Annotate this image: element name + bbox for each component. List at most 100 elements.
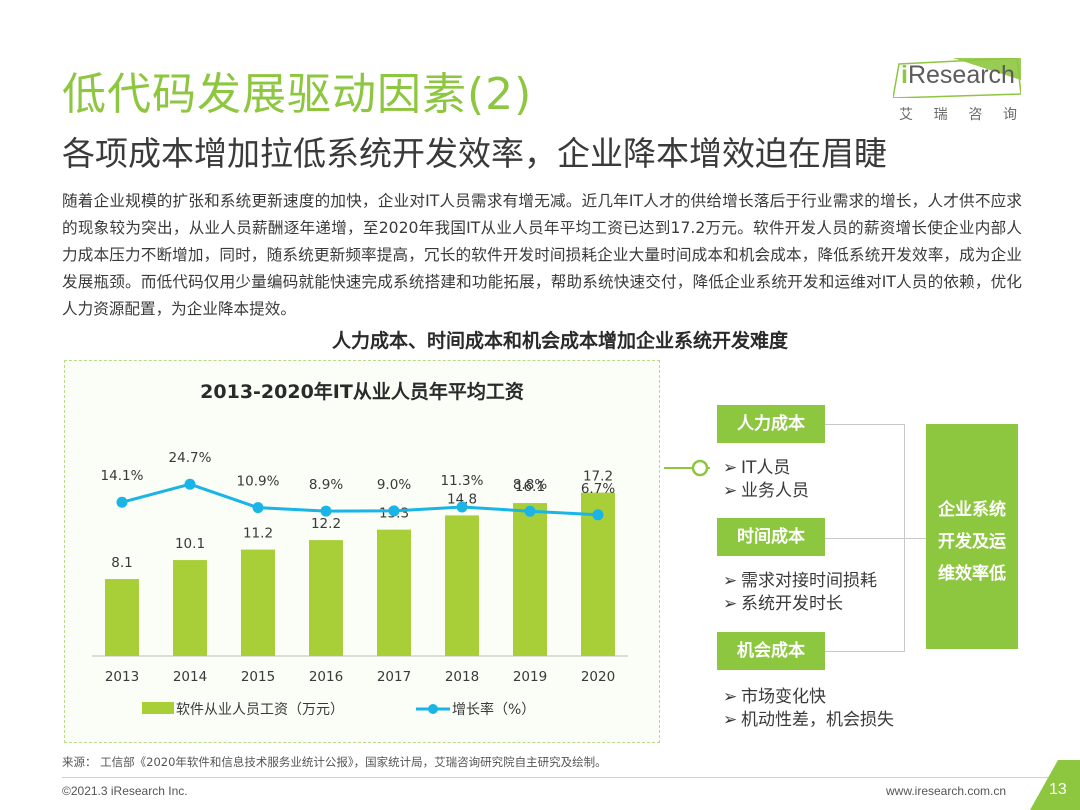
logo-word-research: Research xyxy=(907,61,1015,89)
bullet-text: IT人员 xyxy=(741,458,791,478)
connector-ring xyxy=(691,459,709,477)
x-tick-label: 2016 xyxy=(309,669,343,685)
growth-label: 9.0% xyxy=(377,477,411,493)
chart-section-heading-text: 人力成本、时间成本和机会成本增加企业系统开发难度 xyxy=(331,330,788,352)
logo-char: 艾 xyxy=(899,107,913,123)
legend-bar-label: 软件从业人员工资（万元） xyxy=(176,702,344,718)
legend-line-label: 增长率（%） xyxy=(452,701,535,718)
x-tick-label: 2018 xyxy=(445,669,479,685)
arrow-icon: ➢ xyxy=(723,594,738,614)
x-tick-label: 2014 xyxy=(173,669,207,685)
logo-banner-shape xyxy=(893,58,1021,98)
bar-2015 xyxy=(241,549,275,656)
arrow-icon: ➢ xyxy=(723,458,738,478)
result-line: 企业系统 xyxy=(938,500,1006,520)
list-item: ➢ 系统开发时长 xyxy=(723,593,877,616)
x-tick-label: 2017 xyxy=(377,669,411,685)
growth-point-2020 xyxy=(592,509,604,521)
connector-line xyxy=(825,424,905,425)
bar-label: 17.2 xyxy=(583,469,613,485)
copyright: ©2021.3 iResearch Inc. xyxy=(62,784,188,798)
salary-chart: 2013-2020年IT从业人员年平均工资 8.1 2013 10.1 2014 11.2… xyxy=(92,380,628,718)
x-tick-label: 2020 xyxy=(581,669,615,685)
logo-char: 咨 xyxy=(968,107,983,123)
chart-title: 2013-2020年IT从业人员年平均工资 xyxy=(200,380,524,403)
arrow-icon: ➢ xyxy=(723,687,738,707)
result-line: 开发及运 xyxy=(938,532,1006,552)
connector-line xyxy=(825,651,905,652)
x-tick-label: 2013 xyxy=(105,669,139,685)
factor-time-cost: 时间成本 xyxy=(717,518,825,556)
growth-label: 10.9% xyxy=(237,474,280,490)
factor-labor-cost: 人力成本 xyxy=(717,405,825,443)
list-item: ➢ 市场变化快 xyxy=(723,686,894,709)
growth-line xyxy=(121,482,599,517)
factor-opportunity-bullets: ➢ 市场变化快 ➢ 机动性差，机会损失 xyxy=(723,686,894,732)
connector-to-chart xyxy=(664,467,710,469)
growth-point-2013 xyxy=(116,496,128,508)
bullet-text: 机动性差，机会损失 xyxy=(741,710,894,730)
bar-2019 xyxy=(513,503,547,656)
bar-2017 xyxy=(377,529,411,656)
logo-chinese: 艾 瑞 咨 询 xyxy=(893,104,1023,124)
growth-point-2014 xyxy=(184,478,196,490)
growth-label: 24.7% xyxy=(169,450,212,466)
list-item: ➢ 需求对接时间损耗 xyxy=(723,570,877,593)
logo-char: 询 xyxy=(1002,107,1017,123)
iresearch-logo: iResearch 艾 瑞 咨 询 xyxy=(893,58,1023,124)
growth-label: 6.7% xyxy=(581,481,615,497)
factor-opportunity-cost: 机会成本 xyxy=(717,632,825,670)
list-item: ➢ 机动性差，机会损失 xyxy=(723,709,894,732)
logo-char: 瑞 xyxy=(933,107,948,123)
x-tick-label: 2019 xyxy=(513,669,547,685)
arrow-icon: ➢ xyxy=(723,571,738,591)
result-box: 企业系统 开发及运 维效率低 xyxy=(926,424,1018,649)
growth-point-2015 xyxy=(252,502,264,514)
arrow-icon: ➢ xyxy=(723,710,738,730)
growth-point-2019 xyxy=(524,505,536,517)
page-title: 低代码发展驱动因素(2) xyxy=(62,69,533,120)
page-subtitle: 各项成本增加拉低系统开发效率，企业降本增效迫在眉睫 xyxy=(62,134,887,173)
growth-point-2016 xyxy=(320,505,332,517)
bar-label: 12.2 xyxy=(311,516,341,532)
bullet-text: 需求对接时间损耗 xyxy=(741,571,877,591)
intro-paragraph: 随着企业规模的扩张和系统更新速度的加快，企业对IT人员需求有增无减。近几年IT人… xyxy=(62,192,1022,318)
logo-wordmark: iResearch xyxy=(901,61,1015,90)
page-number: 13 xyxy=(1049,781,1067,798)
bar-2018 xyxy=(445,515,479,656)
x-tick-label: 2015 xyxy=(241,669,275,685)
page-corner-shape xyxy=(1030,760,1080,810)
bullet-text: 市场变化快 xyxy=(741,687,826,707)
growth-point-2017 xyxy=(388,505,400,517)
logo-letter-i: i xyxy=(901,61,908,89)
bar-2013 xyxy=(105,579,139,656)
legend-bar-swatch xyxy=(142,702,174,714)
footer-divider xyxy=(62,777,1048,778)
legend-line-marker xyxy=(428,704,438,714)
growth-label: 8.8% xyxy=(513,477,547,493)
chart-panel xyxy=(64,360,660,743)
bar-2016 xyxy=(309,540,343,656)
bar-label: 16.1 xyxy=(515,479,545,495)
source-note: 来源： 工信部《2020年软件和信息技术服务业统计公报》，国家统计局，艾瑞咨询研… xyxy=(62,755,607,769)
growth-label: 11.3% xyxy=(441,473,484,489)
chart-section-heading: 人力成本、时间成本和机会成本增加企业系统开发难度 xyxy=(0,326,1080,353)
factor-time-bullets: ➢ 需求对接时间损耗 ➢ 系统开发时长 xyxy=(723,570,877,616)
connector-line xyxy=(825,538,926,539)
connector-line xyxy=(904,424,905,652)
arrow-icon: ➢ xyxy=(723,481,738,501)
growth-label: 14.1% xyxy=(101,468,144,484)
growth-label: 8.9% xyxy=(309,477,343,493)
bar-label: 11.2 xyxy=(243,526,273,542)
factor-labor-bullets: ➢ IT人员 ➢ 业务人员 xyxy=(723,457,809,503)
list-item: ➢ 业务人员 xyxy=(723,480,809,503)
growth-point-2018 xyxy=(456,501,468,513)
website-link[interactable]: www.iresearch.com.cn xyxy=(886,784,1007,798)
list-item: ➢ IT人员 xyxy=(723,457,809,480)
result-line: 维效率低 xyxy=(938,564,1006,584)
bar-label: 10.1 xyxy=(175,536,205,552)
bullet-text: 业务人员 xyxy=(741,481,809,501)
bar-label: 14.8 xyxy=(447,491,477,507)
bar-label: 8.1 xyxy=(111,555,132,571)
bullet-text: 系统开发时长 xyxy=(741,594,843,614)
